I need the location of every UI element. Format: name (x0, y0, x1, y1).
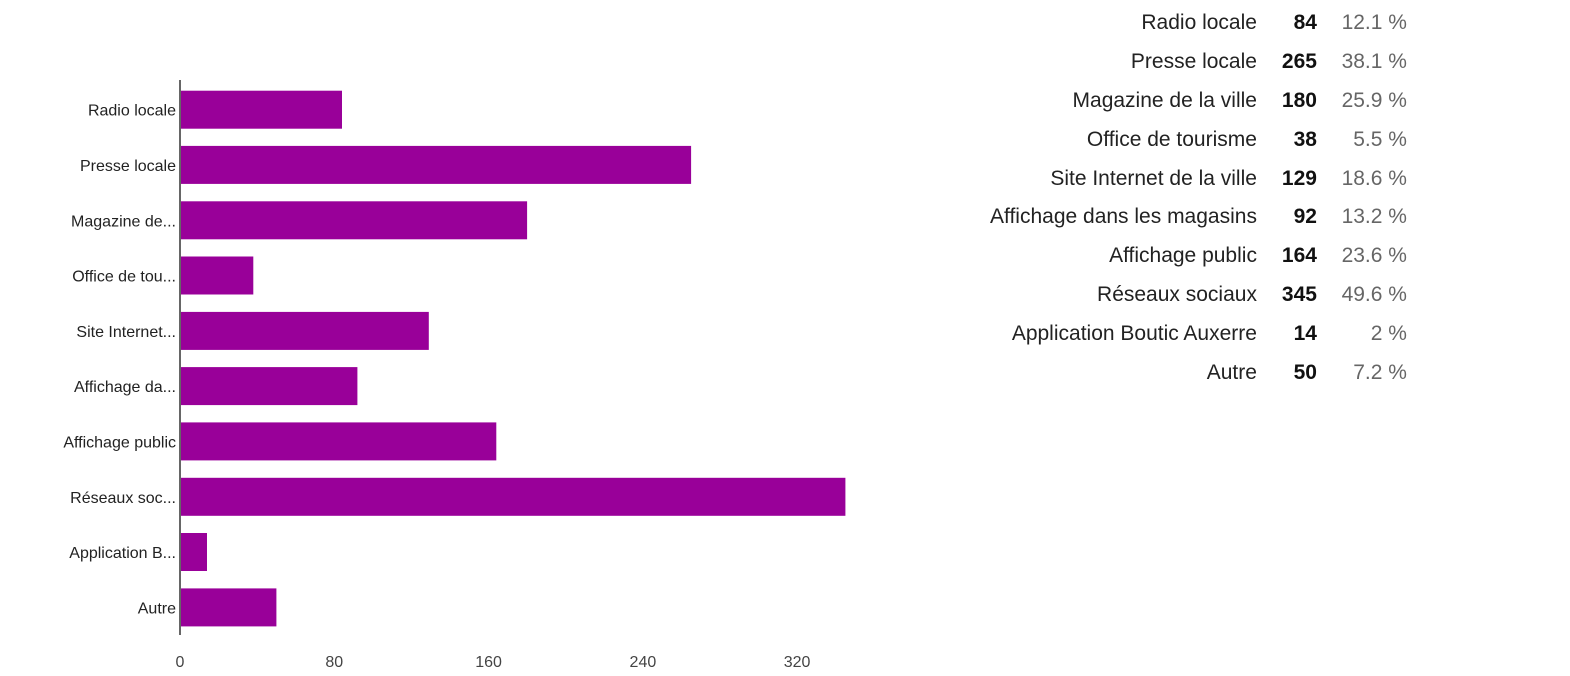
x-tick-label: 320 (784, 654, 811, 671)
category-label: Radio locale (88, 103, 176, 120)
summary-percent: 25.9 % (1341, 88, 1407, 112)
summary-count: 164 (1281, 244, 1317, 268)
summary-label: Radio locale (1141, 11, 1257, 35)
category-label: Application B... (69, 545, 176, 562)
summary-count: 180 (1281, 88, 1317, 112)
bar-chart: Radio locale Presse locale Magazine de... O… (63, 80, 846, 671)
bar (181, 588, 277, 627)
summary-percent: 23.6 % (1341, 244, 1407, 268)
summary-row: Affichage public 164 23.6 % (990, 237, 1407, 276)
x-tick-label: 80 (325, 654, 343, 671)
summary-percent: 2 % (1370, 321, 1407, 345)
summary-percent: 12.1 % (1341, 11, 1407, 35)
summary-row: Presse locale 265 38.1 % (990, 43, 1407, 82)
bar (181, 477, 846, 516)
summary-label: Office de tourisme (1086, 127, 1257, 151)
summary-row: Office de tourisme 38 5.5 % (990, 120, 1407, 159)
summary-label: Presse locale (1130, 50, 1257, 74)
bar (181, 533, 207, 571)
summary-row: Autre 50 7.2 % (990, 353, 1407, 392)
summary-percent: 5.5 % (1353, 127, 1407, 151)
bar (181, 90, 342, 129)
summary-count: 92 (1293, 205, 1317, 229)
summary-count: 129 (1281, 166, 1317, 190)
category-label: Affichage da... (74, 379, 176, 396)
summary-percent: 38.1 % (1341, 50, 1407, 74)
bar (181, 256, 254, 295)
summary-table: Radio locale 84 12.1 % Presse locale 265 38.1… (990, 4, 1407, 392)
summary-count: 38 (1293, 127, 1317, 151)
summary-row: Radio locale 84 12.1 % (990, 4, 1407, 43)
summary-label: Magazine de la ville (1072, 88, 1257, 112)
summary-percent: 18.6 % (1341, 166, 1407, 190)
summary-label: Site Internet de la ville (1050, 166, 1257, 190)
bar (181, 201, 528, 240)
summary-row: Site Internet de la ville 129 18.6 % (990, 159, 1407, 198)
summary-count: 345 (1281, 282, 1317, 306)
x-tick-label: 160 (475, 654, 502, 671)
x-tick-label: 0 (176, 654, 185, 671)
category-label: Magazine de... (71, 213, 176, 230)
category-label: Office de tou... (72, 269, 176, 286)
summary-label: Affichage dans les magasins (990, 205, 1257, 229)
summary-percent: 49.6 % (1341, 282, 1407, 306)
summary-label: Réseaux sociaux (1097, 282, 1257, 306)
summary-row: Application Boutic Auxerre 14 2 % (990, 314, 1407, 353)
bar (181, 367, 358, 406)
summary-count: 50 (1293, 360, 1317, 384)
category-label: Affichage public (63, 434, 176, 451)
summary-row: Affichage dans les magasins 92 13.2 % (990, 198, 1407, 237)
summary-label: Application Boutic Auxerre (1011, 321, 1257, 345)
summary-label: Affichage public (1109, 244, 1257, 268)
category-label: Site Internet... (76, 324, 176, 341)
x-tick-label: 240 (630, 654, 657, 671)
summary-table-body: Radio locale 84 12.1 % Presse locale 265 38.1… (990, 4, 1407, 392)
bar (181, 422, 497, 461)
summary-row: Réseaux sociaux 345 49.6 % (990, 276, 1407, 315)
bar (181, 311, 429, 350)
summary-row: Magazine de la ville 180 25.9 % (990, 82, 1407, 121)
summary-count: 14 (1293, 321, 1317, 345)
category-label: Presse locale (80, 158, 176, 175)
summary-percent: 7.2 % (1353, 360, 1407, 384)
summary-label: Autre (1206, 360, 1257, 384)
summary-percent: 13.2 % (1341, 205, 1407, 229)
summary-count: 265 (1281, 50, 1317, 74)
bar (181, 145, 692, 184)
summary-count: 84 (1293, 11, 1317, 35)
category-label: Autre (138, 600, 176, 617)
category-label: Réseaux soc... (70, 490, 176, 507)
